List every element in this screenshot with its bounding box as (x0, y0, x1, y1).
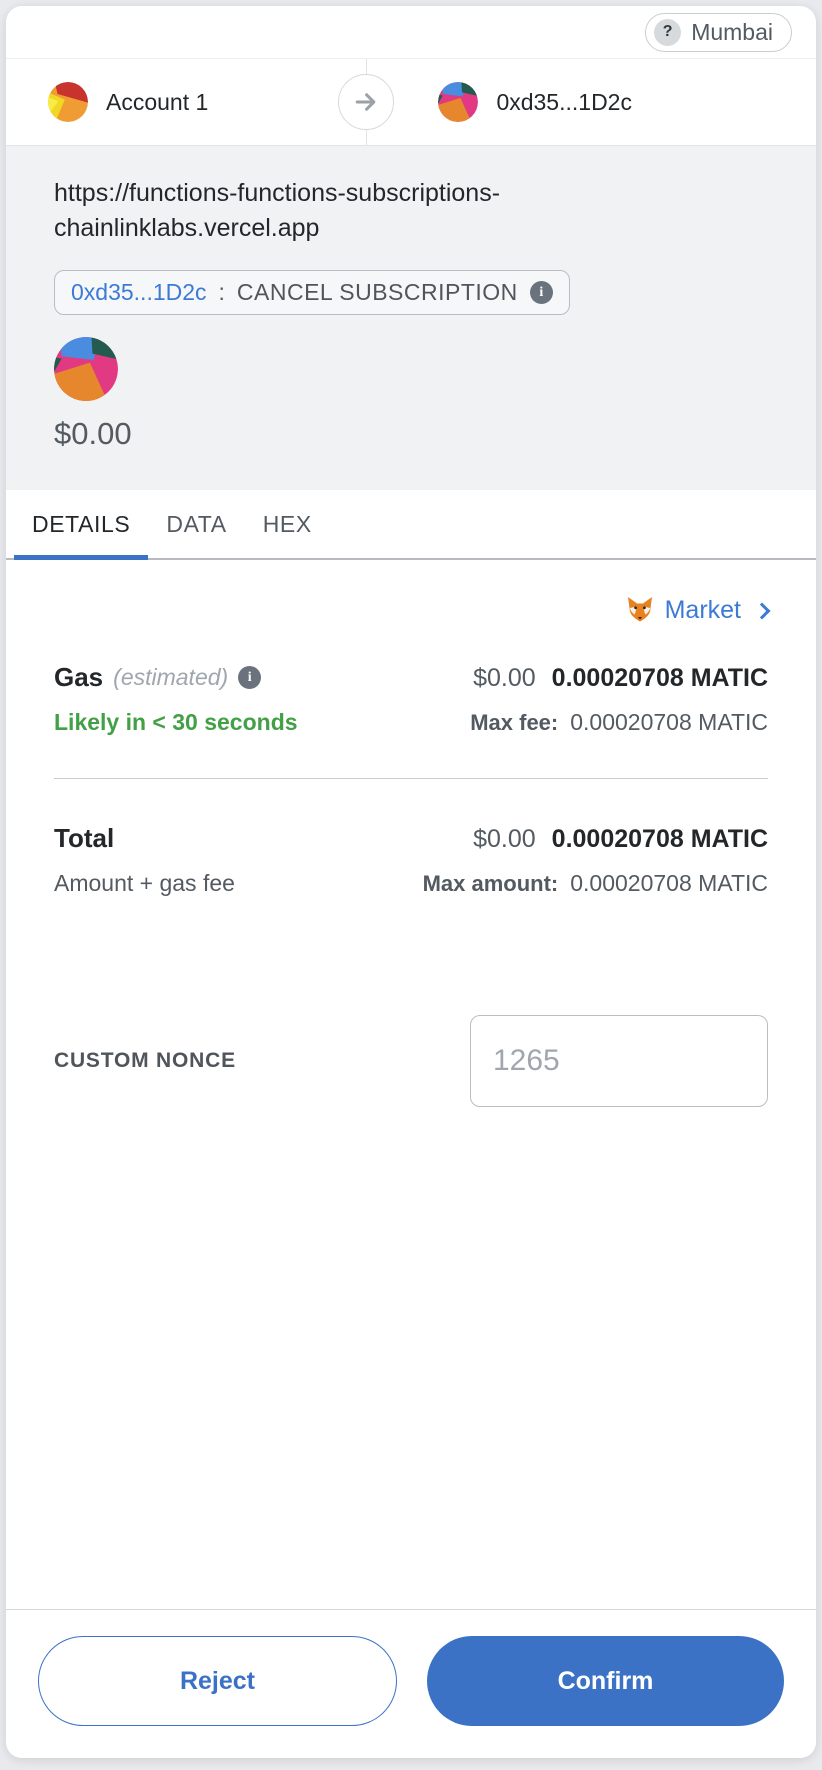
info-icon[interactable]: i (238, 666, 262, 689)
custom-nonce-section: CUSTOM NONCE (54, 1015, 768, 1107)
details-panel: Market Gas (estimated) i $0.00 0.0002070… (6, 560, 816, 1758)
total-row: Total $0.00 0.00020708 MATIC (54, 823, 768, 854)
info-icon[interactable]: i (529, 281, 553, 304)
gas-fee-crypto: 0.00020708 MATIC (551, 664, 768, 692)
network-selector[interactable]: ? Mumbai (645, 12, 792, 52)
recipient-address: 0xd35...1D2c (496, 88, 632, 115)
gas-speed-estimate: Likely in < 30 seconds (54, 709, 298, 735)
tab-data[interactable]: DATA (166, 510, 227, 537)
origin-url: https://functions-functions-subscription… (54, 179, 501, 242)
action-footer: Reject Confirm (6, 1609, 816, 1758)
confirm-button[interactable]: Confirm (427, 1636, 784, 1726)
gas-secondary-row: Likely in < 30 seconds Max fee: 0.000207… (54, 709, 768, 736)
network-name: Mumbai (691, 18, 773, 45)
reject-button[interactable]: Reject (38, 1636, 397, 1726)
max-amount-group: Max amount: 0.00020708 MATIC (423, 870, 768, 897)
tab-bar: DETAILS DATA HEX (6, 490, 816, 560)
gas-fee-values: $0.00 0.00020708 MATIC (473, 664, 768, 693)
custom-nonce-label: CUSTOM NONCE (54, 1049, 236, 1072)
sender-name: Account 1 (106, 88, 209, 115)
sender-avatar (48, 82, 88, 122)
transfer-direction-badge (338, 74, 395, 130)
chevron-right-icon (753, 602, 771, 620)
gas-label: Gas (54, 662, 104, 692)
unknown-network-icon: ? (654, 18, 682, 46)
market-link-label: Market (664, 595, 741, 624)
divider (54, 778, 768, 779)
gas-label-group: Gas (estimated) i (54, 662, 262, 693)
max-fee-group: Max fee: 0.00020708 MATIC (470, 709, 768, 736)
token-avatar-wrap (54, 337, 768, 406)
max-fee-value: 0.00020708 MATIC (570, 709, 768, 735)
max-amount-label: Max amount: (422, 871, 559, 896)
network-bar: ? Mumbai (6, 6, 816, 58)
total-fiat: $0.00 (473, 825, 536, 853)
sender-recipient-row: Account 1 0xd35...1D2c (6, 58, 816, 146)
contract-method-badge[interactable]: 0xd35...1D2c : CANCEL SUBSCRIPTION i (54, 270, 570, 315)
total-values: $0.00 0.00020708 MATIC (473, 825, 768, 854)
tab-hex[interactable]: HEX (262, 510, 312, 537)
tab-details[interactable]: DETAILS (14, 490, 149, 560)
transaction-confirmation-popup: ? Mumbai Account 1 (6, 6, 816, 1758)
token-avatar (54, 337, 118, 401)
gas-fee-row: Gas (estimated) i $0.00 0.00020708 MATIC (54, 662, 768, 693)
total-description: Amount + gas fee (54, 870, 235, 896)
max-fee-label: Max fee: (470, 710, 559, 735)
recipient-avatar (438, 82, 479, 122)
total-label: Total (54, 823, 115, 853)
custom-nonce-input[interactable] (470, 1015, 768, 1107)
gas-market-link[interactable]: Market (54, 594, 771, 626)
transaction-summary-section: https://functions-functions-subscription… (6, 146, 816, 490)
max-amount-value: 0.00020708 MATIC (570, 870, 768, 896)
recipient-account[interactable]: 0xd35...1D2c (366, 82, 816, 122)
arrow-right-icon (356, 93, 376, 111)
amount-fiat: $0.00 (54, 416, 132, 451)
total-secondary-row: Amount + gas fee Max amount: 0.00020708 … (54, 870, 768, 897)
badge-separator: : (218, 279, 225, 305)
contract-method-name: CANCEL SUBSCRIPTION (236, 279, 518, 305)
gas-estimated-note: (estimated) (113, 664, 229, 690)
gas-fee-fiat: $0.00 (473, 664, 536, 692)
sender-account[interactable]: Account 1 (6, 82, 366, 122)
contract-address: 0xd35...1D2c (71, 279, 207, 305)
fox-icon (627, 597, 652, 622)
total-crypto: 0.00020708 MATIC (551, 825, 768, 853)
